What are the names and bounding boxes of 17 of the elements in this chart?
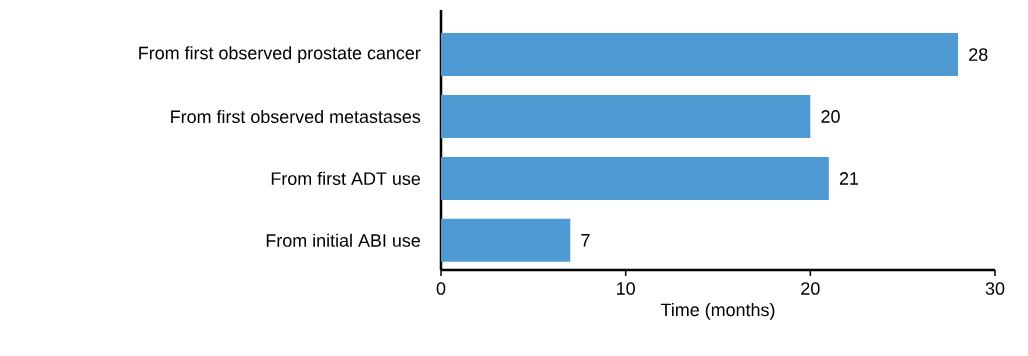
x-tick-label: 10: [617, 282, 635, 295]
x-tick-label: 30: [985, 282, 1005, 295]
y-tick-label: From initial ABI use: [266, 233, 420, 247]
bar: [441, 33, 959, 77]
bar: [441, 156, 829, 200]
y-tick-label: From first observed metastases: [171, 109, 421, 124]
x-tick-label: 20: [801, 282, 820, 295]
data-label: 28: [969, 48, 988, 61]
bar: [441, 218, 571, 262]
y-tick-label: From first observed prostate cancer: [139, 46, 421, 63]
bar: [441, 94, 811, 138]
data-label: 7: [581, 234, 590, 247]
y-tick-label: From first ADT use: [271, 171, 421, 185]
x-axis-title: Time (months): [660, 303, 775, 320]
x-tick-label: 0: [436, 282, 446, 295]
data-label: 21: [839, 172, 859, 185]
data-label: 20: [821, 110, 840, 123]
